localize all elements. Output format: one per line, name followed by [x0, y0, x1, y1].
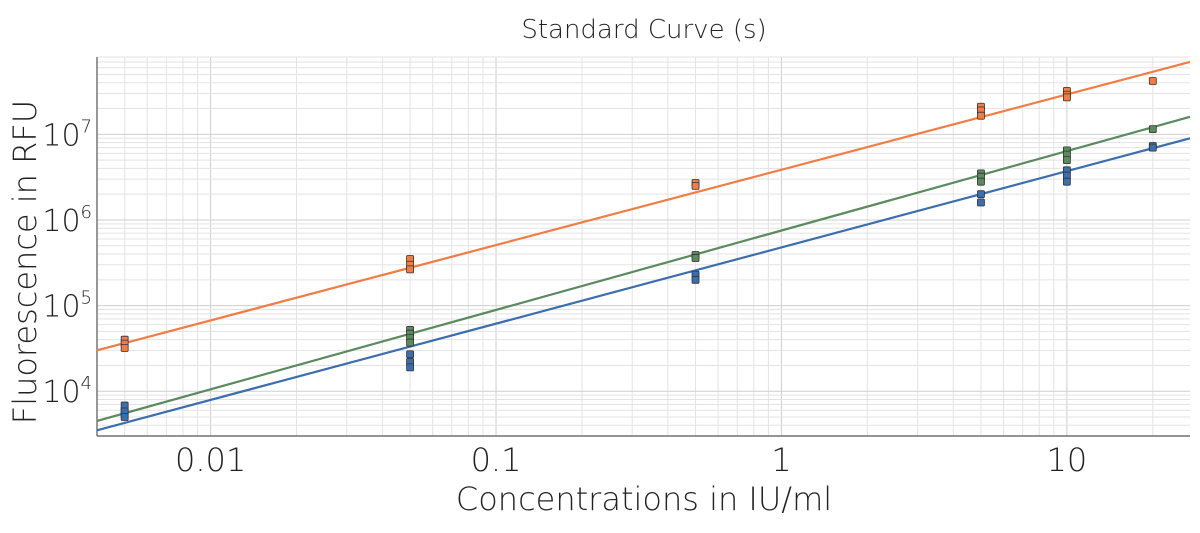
x-tick-labels: 0.01 0.1 1 10 [175, 441, 1087, 479]
y-axis-label: Fluorescence in RFU [6, 100, 44, 424]
fit-line-1 [96, 60, 1191, 352]
y-tick-label: 105 [42, 288, 92, 325]
data-point-series-2 [1148, 125, 1157, 134]
data-point-series-2 [406, 338, 414, 347]
data-point-series-3 [406, 350, 414, 359]
data-point-series-1 [977, 111, 985, 120]
fit-line-2 [96, 115, 1191, 422]
y-tick-label: 104 [42, 373, 92, 410]
data-point-series-3 [977, 190, 985, 199]
grid [96, 56, 1190, 437]
data-point-series-2 [977, 177, 985, 186]
x-tick-label: 10 [1047, 441, 1088, 479]
data-point-series-1 [406, 265, 414, 274]
y-tick-label: 107 [42, 116, 92, 153]
chart-title: Standard Curve (s) [521, 15, 766, 45]
x-axis-label: Concentrations in IU/ml [456, 480, 832, 518]
data-point-series-3 [977, 198, 985, 207]
data-point-series-3 [1148, 143, 1157, 152]
data-point-series-1 [1062, 93, 1071, 102]
fit-lines [96, 60, 1191, 432]
axes [96, 57, 1190, 437]
x-tick-label: 0.01 [175, 441, 246, 479]
data-point-series-1 [691, 181, 700, 190]
data-point-series-2 [1062, 156, 1071, 165]
y-tick-labels: 104 105 106 107 [42, 116, 92, 410]
data-point-series-3 [1062, 177, 1071, 186]
data-point-series-1 [1148, 77, 1157, 85]
data-point-series-3 [691, 275, 700, 284]
fit-line-3 [96, 137, 1191, 432]
x-tick-label: 1 [771, 441, 791, 479]
data-points [120, 77, 1157, 421]
data-point-series-1 [120, 344, 129, 352]
data-point-series-3 [120, 413, 129, 421]
data-point-series-2 [691, 254, 700, 262]
data-point-series-3 [406, 363, 414, 372]
x-tick-label: 0.1 [471, 441, 522, 479]
y-tick-label: 106 [42, 202, 92, 239]
